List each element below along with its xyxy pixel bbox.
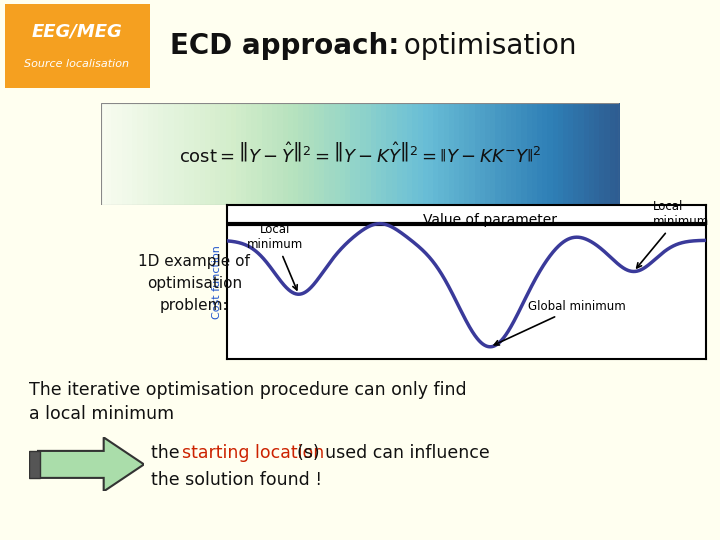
Text: the solution found !: the solution found ! [151, 470, 323, 489]
Text: Local
minimum: Local minimum [246, 223, 303, 290]
Text: Global minimum: Global minimum [494, 300, 626, 345]
Text: ECD approach:: ECD approach: [170, 32, 400, 60]
Polygon shape [38, 437, 144, 491]
Text: optimisation: optimisation [395, 32, 577, 60]
Bar [29, 451, 40, 478]
Text: Cost function: Cost function [212, 245, 222, 319]
Bar [5, 4, 150, 88]
Text: Local
minimum: Local minimum [636, 200, 709, 268]
Text: Value of parameter: Value of parameter [423, 213, 557, 227]
Text: the: the [151, 443, 185, 462]
Text: (s) used can influence: (s) used can influence [297, 443, 490, 462]
Text: The iterative optimisation procedure can only find
a local minimum: The iterative optimisation procedure can… [29, 381, 467, 423]
Text: EEG/MEG: EEG/MEG [32, 23, 122, 41]
Text: $\mathrm{cost} = \left\| Y - \hat{Y} \right\|^2 = \left\| Y - K\hat{Y} \right\|^: $\mathrm{cost} = \left\| Y - \hat{Y} \ri… [179, 142, 541, 166]
Text: starting location: starting location [182, 443, 324, 462]
Text: Source localisation: Source localisation [24, 59, 130, 69]
Text: 1D example of
optimisation
problem:: 1D example of optimisation problem: [138, 254, 251, 313]
